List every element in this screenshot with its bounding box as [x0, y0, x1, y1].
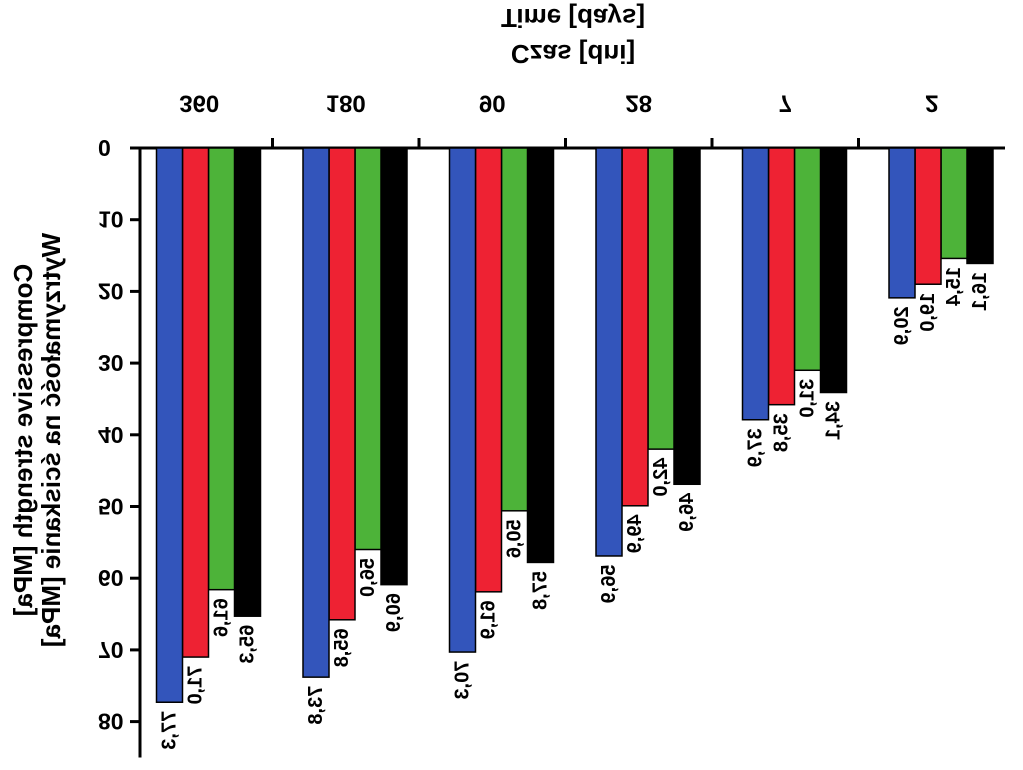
mirrored-plot-group: 16,1 34,1 46,9 57,8 60,9 65,3 15,4 31,0 42,0 50,6… — [8, 3, 1005, 758]
y-axis-title: Wytrzymałość na ściskanie [MPa] — [36, 233, 66, 647]
y-tick-label: 10 — [98, 207, 124, 233]
bars-layer — [155, 147, 994, 703]
bar — [888, 147, 916, 299]
bar — [500, 147, 529, 512]
value-label: 31,0 — [797, 379, 819, 418]
y-tick-label: 30 — [98, 350, 124, 376]
value-label: 19,0 — [917, 293, 939, 332]
y-tick-label: 80 — [98, 709, 124, 735]
bar — [793, 147, 822, 372]
bar — [647, 147, 675, 450]
bar — [207, 147, 236, 591]
y-axis-title: Compressive strength [MPa] — [8, 264, 38, 617]
x-tick-label: 180 — [326, 90, 366, 117]
value-label: 56,9 — [598, 565, 620, 604]
value-label: 57,8 — [530, 571, 552, 610]
bar — [354, 147, 382, 551]
y-tick-label: 0 — [98, 135, 111, 161]
bar — [914, 147, 942, 285]
bar — [966, 147, 994, 265]
axes-layer — [138, 146, 1005, 758]
value-label: 20,9 — [891, 306, 913, 345]
bar — [767, 147, 796, 406]
y-tick-label: 70 — [98, 637, 124, 663]
y-tick-label: 50 — [98, 494, 124, 520]
titles-layer: Czas [dni] Time [days] Wytrzymałość na ści… — [8, 3, 645, 647]
value-label: 61,9 — [478, 600, 500, 639]
value-label: 65,3 — [237, 625, 259, 664]
bar — [448, 147, 477, 653]
bar — [819, 147, 848, 394]
x-tick-label: 7 — [779, 90, 792, 117]
value-label: 56,0 — [357, 558, 379, 597]
value-label: 50,6 — [504, 519, 526, 558]
bar — [380, 147, 408, 586]
bar — [673, 147, 701, 486]
x-tick-label: 28 — [625, 90, 652, 117]
value-label: 37,9 — [745, 428, 767, 467]
ticks-layer: 0 10 20 30 40 50 60 70 80 2 7 28 90 180 360 — [98, 90, 938, 735]
value-label: 70,3 — [452, 661, 474, 700]
y-tick-label: 40 — [98, 422, 124, 448]
bar — [526, 147, 555, 564]
value-label: 73,8 — [305, 686, 327, 725]
bar — [621, 147, 649, 507]
value-label: 65,8 — [331, 628, 353, 667]
value-label: 60,9 — [383, 593, 405, 632]
y-tick-label: 60 — [98, 565, 124, 591]
labels-layer: 16,1 34,1 46,9 57,8 60,9 65,3 15,4 31,0 42,0 50,6… — [159, 267, 992, 750]
bar — [595, 147, 623, 557]
value-label: 34,1 — [823, 401, 845, 440]
value-label: 42,0 — [650, 458, 672, 497]
value-label: 77,3 — [159, 711, 181, 750]
x-tick-label: 360 — [179, 90, 219, 117]
value-label: 16,1 — [969, 272, 991, 311]
bar — [474, 147, 503, 593]
bar — [233, 147, 262, 617]
bar — [302, 147, 330, 678]
y-tick-label: 20 — [98, 278, 124, 304]
bar — [155, 147, 184, 703]
value-label: 71,0 — [185, 666, 207, 705]
x-axis-title: Time [days] — [501, 3, 645, 33]
value-label: 15,4 — [943, 267, 965, 307]
bar — [328, 147, 356, 621]
value-label: 46,9 — [676, 493, 698, 532]
value-label: 49,9 — [624, 514, 646, 553]
bar — [741, 147, 770, 421]
value-label: 61,6 — [211, 598, 233, 637]
x-tick-label: 2 — [925, 90, 938, 117]
value-label: 35,8 — [771, 413, 793, 452]
bar — [181, 147, 210, 658]
x-axis-title: Czas [dni] — [511, 39, 635, 69]
bar — [940, 147, 968, 260]
x-tick-label: 90 — [479, 90, 506, 117]
